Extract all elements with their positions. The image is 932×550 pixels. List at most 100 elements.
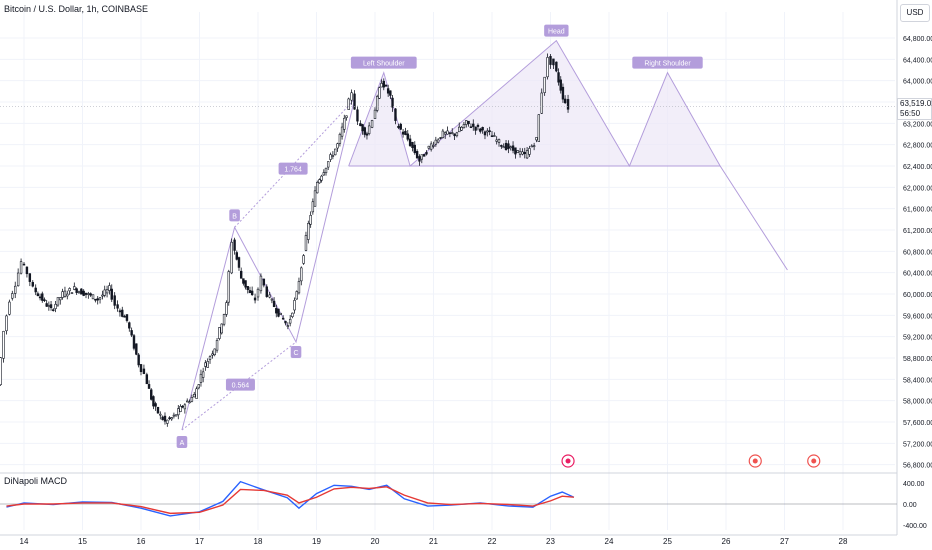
candle-body (441, 130, 445, 138)
head-and-shoulders-label-2-bg[interactable] (544, 24, 569, 37)
candle-body (253, 297, 257, 301)
candle-body (77, 291, 81, 294)
price-tick-label: 62,000.00 (903, 185, 932, 192)
candle-body (244, 280, 247, 288)
currency-button[interactable]: USD (900, 4, 930, 22)
candle-body (201, 371, 205, 378)
candle-body (399, 123, 402, 130)
candle-body (552, 58, 555, 66)
candle-body (36, 293, 40, 297)
last-price-value: 63,519.01 (900, 99, 932, 108)
candle-body (462, 124, 466, 129)
candle-body (28, 273, 32, 282)
candle-body (38, 296, 42, 299)
abc-ratio-label-2-bg[interactable] (278, 162, 308, 175)
last-price-tag: 63,519.01 56:50 (897, 98, 932, 120)
candle-body (248, 290, 252, 294)
time-tick-label: 15 (78, 537, 87, 546)
candle-body (443, 132, 447, 135)
us-flag-event-icon-center (752, 458, 758, 464)
candle-body (334, 148, 337, 156)
candle-body (481, 126, 484, 131)
lightning-event-icon-center (565, 458, 571, 464)
candle-body (268, 294, 271, 298)
candle-body (493, 135, 496, 137)
candle-body (304, 235, 308, 251)
abc-ratio-label-1-bg[interactable] (225, 378, 255, 391)
abc-ratio-line-bd (234, 98, 355, 228)
candle-body (418, 156, 421, 162)
candle-body (103, 289, 106, 296)
candle-body (222, 313, 226, 325)
candle-body (193, 394, 196, 398)
candle-body (34, 287, 37, 293)
candle-body (363, 127, 366, 135)
candle-body (80, 288, 83, 295)
candle-body (161, 416, 164, 421)
candle-body (135, 343, 138, 355)
candle-body (434, 139, 438, 145)
candle-body (73, 286, 76, 290)
abc-point-a-label: A (180, 440, 185, 447)
candle-body (311, 201, 315, 213)
abc-point-c-label-bg[interactable] (290, 346, 302, 358)
candle-body (453, 133, 456, 137)
candle-body (61, 291, 64, 298)
candle-body (262, 278, 266, 286)
candle-body (246, 286, 249, 290)
time-tick-label: 26 (722, 537, 731, 546)
abc-pattern-line[interactable] (181, 99, 356, 431)
candle-body (297, 281, 301, 294)
candle-body (272, 300, 276, 307)
candle-body (204, 362, 207, 367)
candle-body (566, 99, 570, 110)
candle-body (265, 286, 268, 297)
price-tick-label: 62,400.00 (903, 164, 932, 171)
time-tick-label: 20 (371, 537, 380, 546)
head-and-shoulders-label-1-bg[interactable] (350, 56, 417, 69)
price-tick-label: 58,800.00 (903, 356, 932, 363)
candle-body (47, 305, 51, 307)
candle-body (504, 142, 508, 150)
candle-body (211, 353, 214, 356)
candle-body (411, 141, 414, 148)
candle-body (242, 278, 245, 284)
candle-body (361, 124, 364, 132)
abc-point-b-label-bg[interactable] (229, 209, 240, 222)
macd-series-1[interactable] (6, 480, 575, 517)
candle-body (123, 315, 126, 318)
candle-body (159, 413, 162, 416)
candle-body (546, 57, 549, 78)
candle-body (543, 76, 546, 93)
macd-indicator-title[interactable]: DiNapoli MACD (4, 476, 68, 486)
candle-body (320, 175, 323, 181)
macd-series-2[interactable] (6, 486, 574, 515)
price-tick-label: 59,200.00 (903, 335, 932, 342)
candle-body (59, 297, 62, 301)
candle-body (448, 132, 452, 134)
candle-body (275, 308, 278, 314)
candle-body (502, 146, 505, 149)
candle-body (105, 289, 109, 294)
candle-body (540, 92, 543, 114)
abc-point-a-label-bg[interactable] (176, 436, 188, 448)
candle-body (66, 293, 69, 297)
candle-body (331, 155, 335, 157)
candle-body (220, 323, 223, 334)
head-and-shoulders-label-3-bg[interactable] (632, 56, 703, 69)
abc-point-b-label: B (232, 213, 237, 220)
candle-body (455, 132, 459, 137)
candle-body (302, 255, 305, 264)
price-tick-label: 59,600.00 (903, 313, 932, 320)
candle-body (507, 143, 510, 150)
candle-body (557, 72, 560, 83)
candle-body (199, 373, 203, 383)
candle-body (523, 151, 526, 155)
candle-body (490, 135, 494, 138)
candle-body (391, 97, 394, 108)
candle-body (142, 368, 146, 374)
candle-body (225, 302, 228, 315)
candle-body (408, 138, 412, 146)
